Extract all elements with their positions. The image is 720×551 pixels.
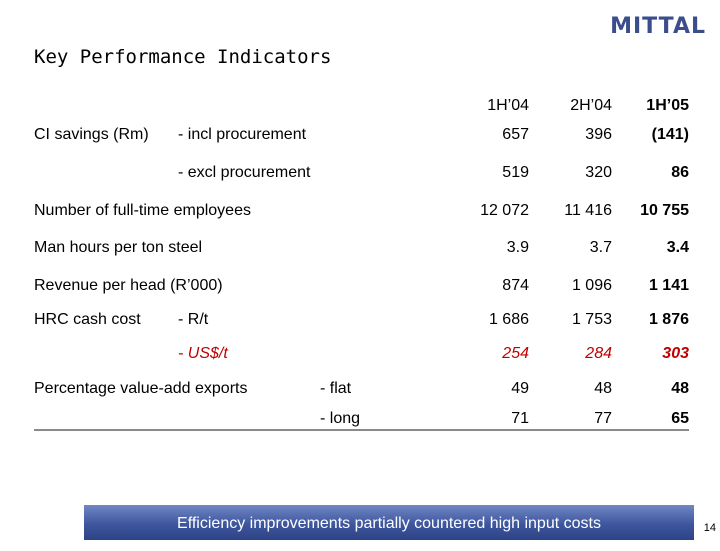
row-label-value-add-exports: Percentage value-add exports — [34, 380, 248, 397]
cell-ci-excl-2h04: 320 — [585, 164, 612, 181]
cell-ci-excl-1h05: 86 — [671, 164, 689, 181]
cell-flat-2h04: 48 — [594, 380, 612, 397]
cell-hrc-usd-1h04: 254 — [502, 345, 529, 362]
cell-hrc-rt-1h04: 1 686 — [488, 311, 529, 328]
cell-man-hours-1h05: 3.4 — [666, 239, 689, 256]
page-number: 14 — [694, 505, 720, 540]
row-sub-incl-procurement: - incl procurement — [178, 126, 307, 143]
col-header-1h04: 1H’04 — [487, 97, 529, 114]
row-label-hrc-cash-cost: HRC cash cost — [34, 311, 141, 328]
page-title: Key Performance Indicators — [34, 46, 332, 68]
cell-long-1h04: 71 — [511, 410, 529, 427]
cell-revenue-1h05: 1 141 — [648, 277, 689, 294]
cell-employees-1h05: 10 755 — [640, 202, 689, 219]
cell-hrc-rt-1h05: 1 876 — [648, 311, 689, 328]
conclusion-banner: Efficiency improvements partially counte… — [84, 505, 694, 540]
cell-hrc-rt-2h04: 1 753 — [571, 311, 612, 328]
row-label-ci-savings: CI savings (Rm) — [34, 126, 149, 143]
mittal-logo: MITTAL — [610, 14, 706, 39]
cell-ci-incl-1h05: (141) — [651, 126, 689, 143]
row-label-revenue-per-head: Revenue per head (R’000) — [34, 277, 223, 294]
row-sub-long: - long — [320, 410, 361, 427]
row-label-employees: Number of full-time employees — [34, 202, 251, 219]
cell-flat-1h04: 49 — [511, 380, 529, 397]
cell-ci-excl-1h04: 519 — [502, 164, 529, 181]
cell-man-hours-1h04: 3.9 — [506, 239, 529, 256]
col-header-2h04: 2H’04 — [570, 97, 612, 114]
row-sub-excl-procurement: - excl procurement — [178, 164, 311, 181]
cell-employees-2h04: 11 416 — [564, 202, 612, 219]
cell-hrc-usd-1h05: 303 — [662, 345, 689, 362]
table-bottom-rule — [34, 429, 689, 431]
cell-ci-incl-2h04: 396 — [585, 126, 612, 143]
cell-flat-1h05: 48 — [671, 380, 689, 397]
cell-hrc-usd-2h04: 284 — [585, 345, 612, 362]
cell-long-2h04: 77 — [594, 410, 612, 427]
row-sub-r-per-t: - R/t — [178, 311, 209, 328]
col-header-1h05: 1H’05 — [646, 97, 689, 114]
row-sub-flat: - flat — [320, 380, 352, 397]
cell-employees-1h04: 12 072 — [480, 202, 529, 219]
row-sub-usd-per-t: - US$/t — [178, 345, 228, 362]
cell-man-hours-2h04: 3.7 — [589, 239, 612, 256]
cell-ci-incl-1h04: 657 — [502, 126, 529, 143]
row-label-man-hours: Man hours per ton steel — [34, 239, 203, 256]
cell-long-1h05: 65 — [671, 410, 689, 427]
cell-revenue-1h04: 874 — [502, 277, 529, 294]
cell-revenue-2h04: 1 096 — [571, 277, 612, 294]
